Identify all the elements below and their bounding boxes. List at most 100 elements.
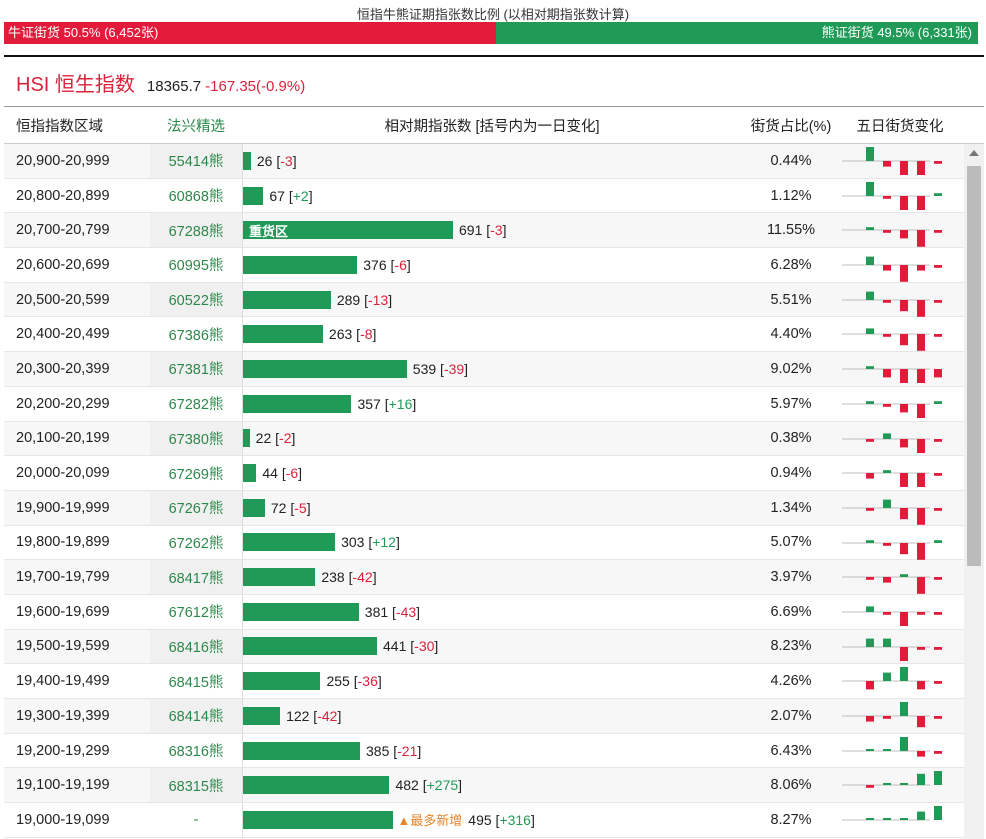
five-day-chart [840, 317, 960, 352]
hsi-name[interactable]: HSI 恒生指数 [16, 74, 135, 96]
five-day-bar [917, 299, 925, 317]
five-day-bar [866, 785, 874, 789]
contracts-number: 263 [328, 326, 353, 343]
five-day-sparkbars [842, 401, 942, 418]
five-day-bar [934, 750, 942, 754]
warrant-code-link[interactable]: 67282熊 [150, 386, 242, 421]
table-row: 19,700-19,799 68417熊 238 [-42] 3.97% [4, 560, 984, 595]
contracts-value: 376 [-6] [363, 256, 411, 273]
warrant-code-link[interactable]: 68415熊 [150, 664, 242, 698]
range-cell: 20,400-20,499 [16, 326, 110, 343]
range-cell: 19,400-19,499 [16, 673, 110, 690]
five-day-bar [900, 195, 908, 210]
five-day-bar [883, 403, 891, 407]
share-pct: 4.40% [770, 326, 812, 343]
scrollbar-thumb[interactable] [967, 166, 981, 566]
range-cell: 20,300-20,399 [16, 360, 110, 377]
contracts-cell: 255 [-36] [242, 664, 742, 698]
five-day-bar [934, 646, 942, 650]
five-day-bar [917, 334, 925, 352]
five-day-bar [917, 507, 925, 525]
contracts-number: 381 [364, 603, 389, 620]
contracts-value: 303 [+12] [341, 534, 400, 551]
warrant-code-link[interactable]: 68416熊 [150, 629, 242, 664]
five-day-bar [866, 577, 874, 581]
share-pct: 3.97% [770, 569, 812, 586]
five-day-bar [866, 328, 874, 335]
warrant-code-link[interactable]: 67380熊 [150, 421, 242, 456]
share-pct: 6.69% [770, 603, 812, 620]
contracts-cell: 72 [-5] [242, 490, 742, 525]
five-day-bar [883, 265, 891, 271]
five-day-bar [866, 473, 874, 479]
five-day-chart [840, 699, 960, 733]
warrant-code-link[interactable]: 60522熊 [150, 282, 242, 317]
warrant-code-link[interactable]: 67269熊 [150, 456, 242, 490]
five-day-bar [934, 334, 942, 338]
range-cell: 19,200-19,299 [16, 742, 110, 759]
five-day-sparkbars [842, 499, 942, 525]
table-row: 20,200-20,299 67282熊 357 [+16] 5.97% [4, 386, 984, 422]
warrant-code-link[interactable]: 68417熊 [150, 560, 242, 594]
table-row: 19,800-19,899 67262熊 303 [+12] 5.07% [4, 525, 984, 561]
hsi-quote: HSI 恒生指数 18365.7 -167.35(-0.9%) [16, 68, 305, 97]
five-day-bar [866, 748, 874, 751]
contracts-number: 385 [366, 742, 390, 759]
daily-change: -6 [285, 465, 299, 482]
warrant-code-link[interactable]: 67612熊 [150, 594, 242, 629]
five-day-chart [840, 387, 960, 421]
five-day-chart [840, 352, 960, 386]
warrant-code-link[interactable]: 68414熊 [150, 699, 242, 733]
contracts-number: 26 [256, 152, 273, 169]
daily-change: -42 [317, 707, 338, 724]
five-day-sparkbars [842, 539, 942, 560]
five-day-bar [900, 542, 908, 554]
contracts-value: 263 [-8] [328, 326, 377, 343]
five-day-sparkbars [842, 147, 942, 175]
warrant-code-link[interactable]: 55414熊 [150, 144, 242, 178]
five-day-bar [883, 230, 891, 234]
table-row: 20,800-20,899 60868熊 67 [+2] 1.12% [4, 178, 984, 214]
warrant-code-link[interactable]: 60995熊 [150, 248, 242, 282]
table-row: 19,500-19,599 68416熊 441 [-30] 8.23% [4, 629, 984, 665]
warrant-code-link[interactable]: 67288熊 [150, 213, 242, 248]
warrant-code-link[interactable]: 67262熊 [150, 525, 242, 560]
five-day-bar [866, 147, 874, 161]
five-day-bar [883, 748, 891, 751]
daily-change: +316 [499, 811, 531, 828]
five-day-sparkbars [842, 432, 942, 453]
five-day-bar [866, 401, 874, 404]
five-day-bar [866, 438, 874, 442]
five-day-sparkbars [842, 606, 942, 626]
contracts-value: 67 [+2] [269, 187, 313, 204]
warrant-code-link[interactable]: 67381熊 [150, 352, 242, 386]
scrollbar[interactable] [964, 144, 984, 839]
warrant-code-link[interactable]: 68316熊 [150, 733, 242, 768]
five-day-bar [900, 507, 908, 520]
five-day-bar [917, 195, 925, 210]
five-day-bar [917, 265, 925, 271]
contracts-cell: ▲最多新增 495 [+316] [242, 803, 742, 837]
range-cell: 20,500-20,599 [16, 291, 110, 308]
contracts-cell: 385 [-21] [242, 733, 742, 768]
warrant-code-link[interactable]: - [150, 803, 242, 837]
five-day-bar [883, 161, 891, 167]
contracts-bar [243, 672, 321, 691]
scroll-up-icon[interactable] [969, 150, 979, 156]
contracts-value: 691 [-3] [459, 222, 507, 239]
warrant-code-link[interactable]: 67267熊 [150, 490, 242, 525]
contracts-bar [243, 394, 352, 413]
contracts-value: 495 [+316] [468, 811, 535, 828]
five-day-bar [883, 716, 891, 719]
warrant-code-link[interactable]: 68315熊 [150, 768, 242, 803]
divider [4, 55, 984, 57]
contracts-bar [243, 325, 323, 344]
share-pct: 8.06% [770, 777, 812, 794]
contracts-number: 482 [395, 777, 419, 794]
five-day-bar [934, 507, 942, 511]
warrant-code-link[interactable]: 60868熊 [150, 178, 242, 213]
range-cell: 19,000-19,099 [16, 811, 110, 828]
warrant-code-link[interactable]: 67386熊 [150, 317, 242, 352]
table-row: 19,900-19,999 67267熊 72 [-5] 1.34% [4, 490, 984, 526]
contracts-value: 26 [-3] [256, 152, 297, 169]
